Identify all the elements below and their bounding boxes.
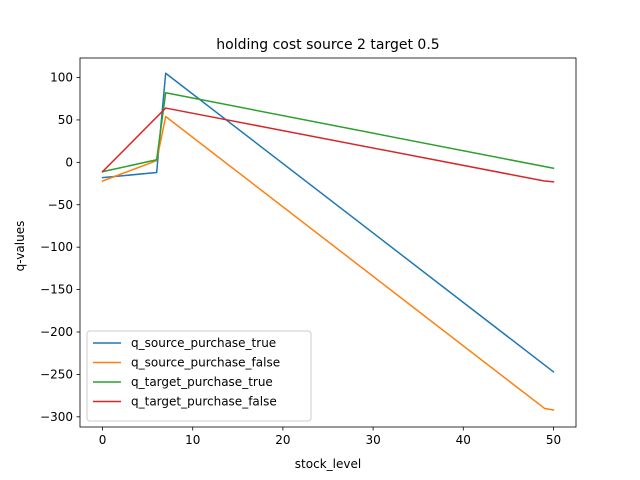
chart-title: holding cost source 2 target 0.5 [216, 37, 439, 53]
y-tick-label: −200 [40, 325, 73, 339]
series-line-q_source_purchase_false [101, 115, 555, 411]
y-tick-label: 50 [58, 113, 73, 127]
y-tick-label: 0 [65, 155, 73, 169]
x-tick-label: 0 [99, 433, 107, 447]
series-line-q_target_purchase_false [101, 107, 555, 183]
legend: q_source_purchase_true q_source_purchase_… [86, 330, 312, 422]
y-tick-label: −250 [40, 367, 73, 381]
legend-label-q_source_purchase_false: q_source_purchase_false [131, 356, 280, 370]
y-tick-label: −150 [40, 283, 73, 297]
y-tick-label: 100 [50, 71, 73, 85]
x-tick-label: 50 [546, 433, 561, 447]
legend-box [86, 330, 312, 422]
legend-label-q_source_purchase_true: q_source_purchase_true [131, 336, 276, 350]
x-tick-label: 10 [185, 433, 200, 447]
axes-frame [79, 57, 577, 428]
y-tick-label: −100 [40, 240, 73, 254]
y-axis-label: q-values [13, 221, 27, 272]
x-tick-label: 40 [456, 433, 471, 447]
x-tick-label: 20 [275, 433, 290, 447]
y-tick-label: −50 [48, 198, 73, 212]
legend-label-q_target_purchase_true: q_target_purchase_true [131, 375, 273, 389]
series-line-q_target_purchase_true [101, 92, 555, 173]
x-axis-label: stock_level [295, 457, 361, 471]
plot-area: 0 10 20 30 40 50 100 50 0 −50 −100 −150 −200 −250 −300 [40, 57, 577, 447]
legend-label-q_target_purchase_false: q_target_purchase_false [131, 395, 277, 409]
x-tick-label: 30 [365, 433, 380, 447]
y-tick-label: −300 [40, 410, 73, 424]
